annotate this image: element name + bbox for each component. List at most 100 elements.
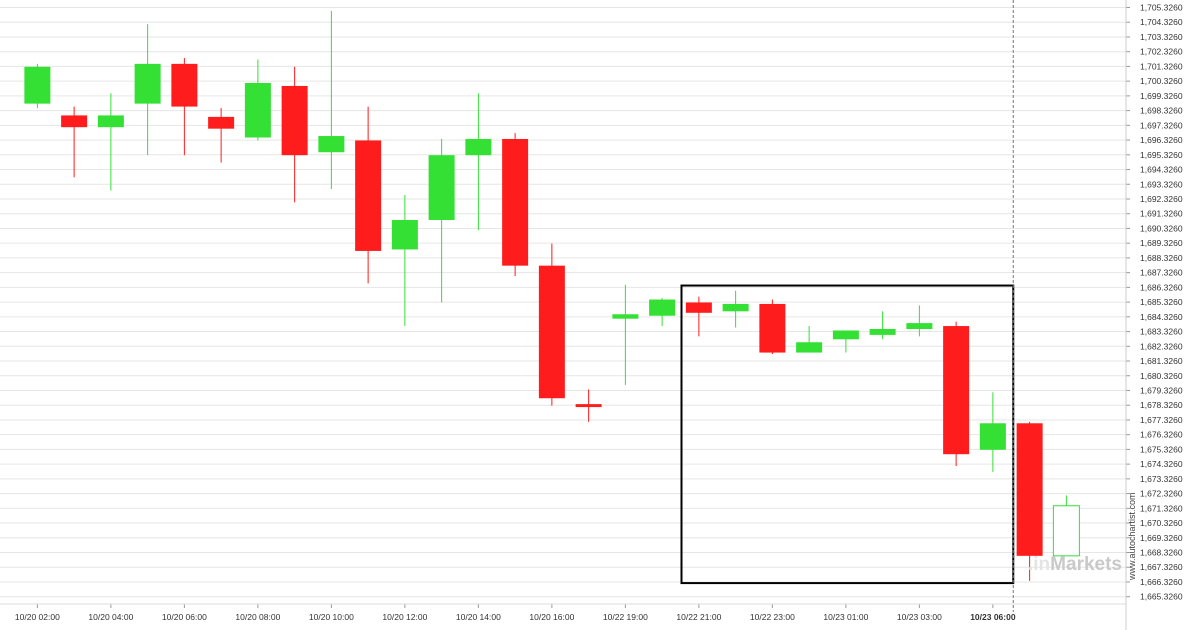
- candle: [244, 59, 271, 141]
- y-tick-label: 1,686.3260: [1140, 282, 1183, 292]
- y-tick-label: 1,678.3260: [1140, 400, 1183, 410]
- x-tick-label: 10/23 01:00: [823, 612, 868, 622]
- candle: [281, 66, 308, 203]
- y-tick-label: 1,681.3260: [1140, 356, 1183, 366]
- y-tick-label: 1,669.3260: [1140, 533, 1183, 543]
- candle-body: [244, 83, 271, 138]
- y-tick-label: 1,704.3260: [1140, 17, 1183, 27]
- y-tick-label: 1,703.3260: [1140, 32, 1183, 42]
- candle: [502, 133, 529, 276]
- candle: [906, 305, 933, 337]
- candle: [832, 330, 859, 353]
- y-tick-label: 1,693.3260: [1140, 179, 1183, 189]
- candle-body: [612, 314, 639, 319]
- y-tick-label: 1,672.3260: [1140, 489, 1183, 499]
- y-tick-label: 1,676.3260: [1140, 430, 1183, 440]
- y-tick-label: 1,680.3260: [1140, 371, 1183, 381]
- candle: [355, 106, 382, 284]
- x-tick-label: 10/22 21:00: [676, 612, 721, 622]
- x-tick-label: 10/20 10:00: [309, 612, 354, 622]
- candle: [612, 284, 639, 385]
- candle-body: [979, 423, 1006, 450]
- x-axis: 10/20 02:00 10/20 04:00 10/20 06:00 10/20 0…: [0, 603, 1126, 622]
- candle: [171, 57, 198, 156]
- candle: [943, 321, 970, 466]
- watermark-side-text: www.autochartist.com: [1127, 492, 1137, 581]
- x-tick-label: 10/20 06:00: [162, 612, 207, 622]
- y-tick-label: 1,696.3260: [1140, 135, 1183, 145]
- x-tick-label: 10/20 14:00: [456, 612, 501, 622]
- candle-body: [538, 265, 565, 399]
- candle: [465, 93, 492, 231]
- x-tick-label: 10/23 03:00: [897, 612, 942, 622]
- y-tick-label: 1,701.3260: [1140, 61, 1183, 71]
- watermark: www.autochartist.com .inMarkets: [1028, 492, 1137, 581]
- y-tick-label: 1,700.3260: [1140, 76, 1183, 86]
- candle-body: [906, 323, 933, 329]
- y-tick-label: 1,684.3260: [1140, 312, 1183, 322]
- watermark-logo: .inMarkets: [1028, 554, 1122, 575]
- candle-body: [171, 63, 198, 107]
- candle-body: [943, 326, 970, 455]
- candle-body: [61, 115, 88, 128]
- candle-body: [832, 330, 859, 340]
- x-tick-label: 10/20 04:00: [88, 612, 133, 622]
- candle-body: [502, 138, 529, 266]
- candle: [685, 296, 712, 337]
- candle-body: [759, 303, 786, 353]
- x-tick-label: 10/20 08:00: [235, 612, 280, 622]
- y-tick-label: 1,670.3260: [1140, 518, 1183, 528]
- candle-body: [575, 404, 602, 408]
- candle-body: [134, 63, 161, 104]
- candle: [97, 93, 124, 191]
- candle: [722, 290, 749, 328]
- candle: [428, 138, 455, 303]
- watermark-logo-prefix: .in: [1028, 554, 1050, 575]
- x-tick-label: 10/20 16:00: [529, 612, 574, 622]
- candle-body: [391, 219, 418, 250]
- candle-body: [97, 115, 124, 128]
- candle: [391, 194, 418, 327]
- candle: [318, 10, 345, 190]
- candle: [208, 108, 235, 163]
- candle-body: [24, 66, 51, 104]
- y-tick-label: 1,689.3260: [1140, 238, 1183, 248]
- x-tick-label: 10/20 12:00: [382, 612, 427, 622]
- candle-body: [281, 85, 308, 156]
- y-tick-label: 1,702.3260: [1140, 47, 1183, 57]
- y-tick-label: 1,698.3260: [1140, 106, 1183, 116]
- candle: [1052, 495, 1080, 557]
- y-tick-label: 1,677.3260: [1140, 415, 1183, 425]
- y-tick-label: 1,666.3260: [1140, 577, 1183, 587]
- candle: [61, 106, 88, 178]
- y-tick-label: 1,674.3260: [1140, 459, 1183, 469]
- candle: [869, 311, 896, 340]
- y-axis: 1,705.3260 1,704.3260 1,703.3260 1,702.3260…: [1125, 0, 1183, 630]
- candle: [1016, 421, 1043, 581]
- y-tick-label: 1,679.3260: [1140, 385, 1183, 395]
- candle: [649, 298, 676, 327]
- y-tick-label: 1,673.3260: [1140, 474, 1183, 484]
- candle-body: [1052, 505, 1080, 557]
- y-tick-label: 1,705.3260: [1140, 3, 1183, 13]
- y-tick-label: 1,675.3260: [1140, 444, 1183, 454]
- y-tick-label: 1,682.3260: [1140, 341, 1183, 351]
- candle: [759, 299, 786, 355]
- y-tick-label: 1,690.3260: [1140, 223, 1183, 233]
- y-tick-label: 1,671.3260: [1140, 503, 1183, 513]
- y-tick-label: 1,699.3260: [1140, 91, 1183, 101]
- y-tick-label: 1,691.3260: [1140, 209, 1183, 219]
- candle: [979, 392, 1006, 472]
- x-tick-label: 10/22 23:00: [750, 612, 795, 622]
- candle-body: [722, 303, 749, 312]
- candle-body: [208, 116, 235, 129]
- candle: [24, 63, 51, 109]
- candle: [134, 24, 161, 156]
- y-tick-label: 1,665.3260: [1140, 592, 1183, 602]
- candle-body: [355, 140, 382, 251]
- candles: [24, 10, 1080, 581]
- y-tick-label: 1,694.3260: [1140, 165, 1183, 175]
- candle-body: [465, 138, 492, 156]
- pattern-box: [680, 284, 1015, 585]
